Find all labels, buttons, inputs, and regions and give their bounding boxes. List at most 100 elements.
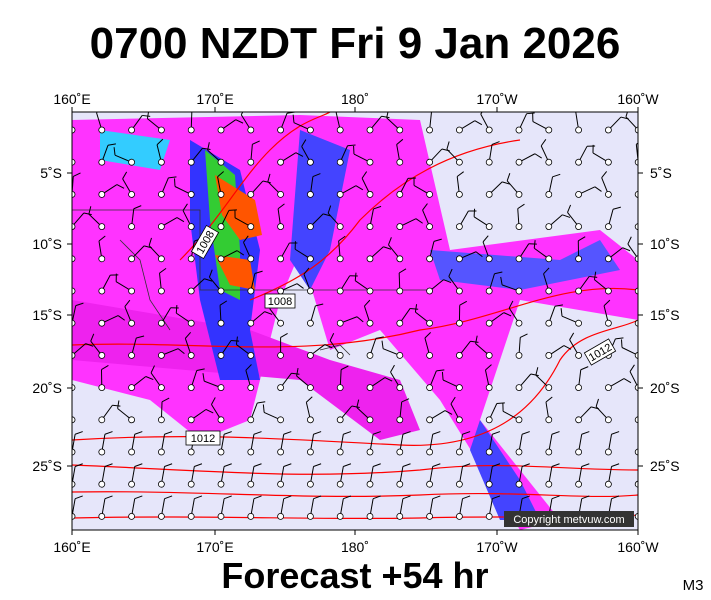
barb-feather [257,401,266,404]
wind-barb [128,205,142,231]
barb-feather [235,336,238,345]
wind-barb [72,376,76,392]
barb-feather [112,404,121,407]
wind-barb [113,147,136,166]
barb-feather [134,495,143,500]
wind-barb [484,364,493,392]
barb-feather [611,495,620,500]
station [157,126,165,134]
station [545,351,553,359]
wind-barb [336,463,352,488]
station [157,351,165,359]
station [306,319,314,327]
station [575,448,582,456]
barb-feather [410,307,419,310]
wind-barb [396,495,411,520]
station [396,416,404,424]
wind-barb [128,431,143,456]
wind-barb [515,431,530,456]
barb-feather [134,431,143,435]
station [605,126,612,134]
station [366,287,374,295]
station [634,126,638,134]
station [277,319,285,327]
barb-feather [383,246,392,250]
barb-feather [283,463,292,467]
barb-feather [433,238,442,242]
wind-barb [305,396,314,424]
station [455,319,463,327]
barb-feather [329,333,335,341]
wind-barb [235,336,255,359]
barb-feather [506,173,511,181]
barb-feather [107,143,116,146]
station [277,513,285,520]
wind-barb [247,270,263,295]
barb-feather [554,304,563,307]
station [157,158,165,166]
wind-barb [211,397,225,424]
wind-barb [515,203,525,231]
station [336,190,344,198]
station [366,384,374,392]
barb-feather [502,181,511,185]
station [277,448,285,456]
barb-feather [262,180,271,184]
wind-barb [98,274,119,295]
wind-barb [207,142,225,166]
wind-barb [450,396,463,424]
barb-feather [101,365,109,371]
wind-barb [386,112,404,134]
station [426,126,434,134]
station [455,351,463,359]
wind-barb [72,495,83,520]
station [128,223,136,231]
barb-shaft [637,434,638,453]
station [605,480,612,488]
station [485,158,493,166]
wind-barb [426,369,445,392]
barb-feather [303,267,310,275]
wind-barb [187,409,214,424]
station [217,513,225,520]
station [98,480,106,488]
barb-feather [164,431,173,435]
station [366,255,374,263]
barb-feather [381,115,390,119]
wind-barb [245,364,255,392]
barb-feather [655,218,661,226]
wind-barb [426,463,441,488]
barb-feather [422,203,428,211]
wind-barb [545,214,571,231]
wind-barb [157,495,173,520]
barb-feather [401,398,410,403]
wind-barb [175,305,195,327]
barb-shaft [72,123,73,131]
station [515,416,523,424]
station [128,255,136,263]
barb-feather [594,186,602,192]
isobar-label: 1012 [191,433,215,445]
wind-barb [605,378,632,392]
barb-feather [563,345,572,350]
wind-barb [515,153,542,166]
wind-barb [157,176,177,198]
barb-feather [502,403,504,412]
barb-feather [164,495,173,500]
station [366,351,374,359]
station [217,384,225,392]
station [366,319,374,327]
barb-feather [414,304,418,313]
station [247,126,255,134]
wind-barb [157,348,185,359]
barb-feather [443,279,452,284]
station [485,384,493,392]
wind-barb [396,307,419,327]
wind-barb [217,463,232,488]
barb-feather [496,402,505,404]
station [72,416,76,424]
station [306,223,314,231]
station [98,255,106,263]
wind-barb [329,333,344,359]
station [426,190,434,198]
